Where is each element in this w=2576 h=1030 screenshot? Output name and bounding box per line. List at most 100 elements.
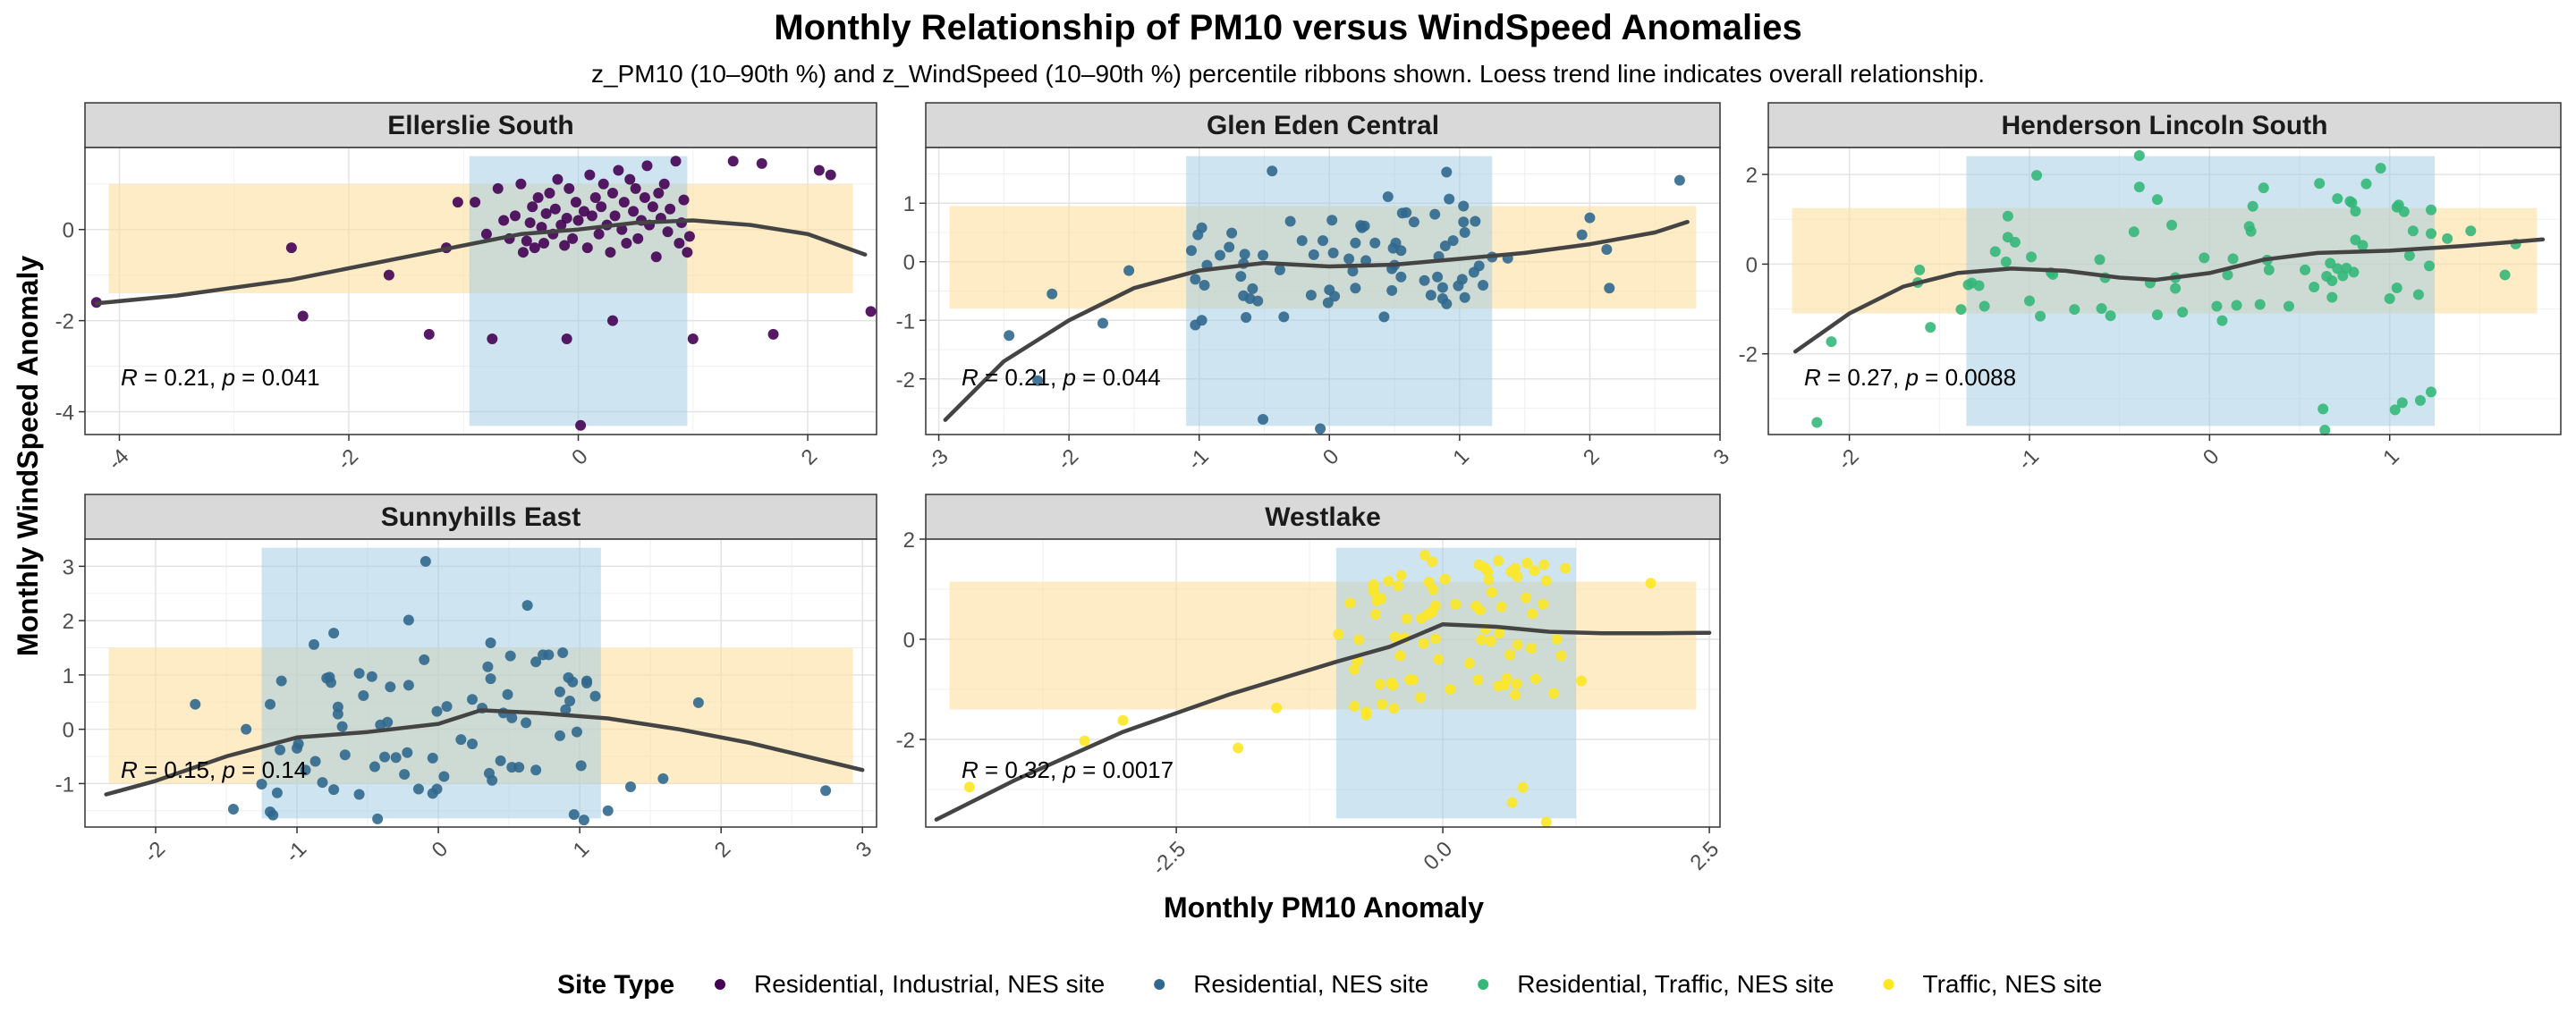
data-point <box>1190 274 1201 285</box>
data-point <box>589 192 601 204</box>
data-point <box>317 777 328 789</box>
data-point <box>1429 633 1441 645</box>
data-point <box>485 637 496 649</box>
data-point <box>630 182 641 194</box>
y-tick-label: 2 <box>903 528 915 553</box>
data-point <box>1368 578 1379 590</box>
data-point <box>1601 243 1613 255</box>
data-point <box>2465 225 2477 237</box>
data-point <box>527 201 538 213</box>
data-point <box>564 182 575 194</box>
data-point <box>2133 150 2145 162</box>
data-point <box>190 698 201 710</box>
r-symbol: R <box>1804 364 1821 391</box>
data-point <box>1476 634 1487 646</box>
data-point <box>1511 678 1522 689</box>
y-tick-label: -4 <box>55 401 74 426</box>
r-symbol: R <box>121 364 138 391</box>
data-point <box>1326 215 1338 226</box>
legend-title: Site Type <box>557 970 674 1000</box>
data-point <box>1422 609 1434 620</box>
data-point <box>1308 249 1319 260</box>
data-point <box>1473 559 1485 570</box>
data-point <box>517 247 529 258</box>
panel-border <box>84 147 877 435</box>
data-point <box>653 187 665 198</box>
data-point <box>632 232 644 244</box>
data-point <box>1482 566 1494 578</box>
data-point <box>1192 229 1204 241</box>
data-point <box>1512 639 1523 651</box>
r-value: = 0.21, <box>138 364 223 391</box>
data-point <box>2412 289 2424 300</box>
data-point <box>584 169 596 181</box>
data-point <box>2000 256 2012 267</box>
data-point <box>2222 269 2233 281</box>
data-point <box>2398 206 2410 217</box>
data-point <box>682 247 693 258</box>
data-point <box>2035 310 2046 322</box>
data-point <box>613 165 624 176</box>
data-point <box>597 178 609 190</box>
data-point <box>2407 225 2419 237</box>
data-point <box>529 242 540 254</box>
data-point <box>1258 249 1269 261</box>
data-point <box>419 654 430 665</box>
data-point <box>2151 194 2163 206</box>
legend-item: Traffic, NES site <box>1883 970 2102 998</box>
data-point <box>1436 282 1448 293</box>
data-point <box>1199 279 1210 291</box>
data-point <box>1493 680 1504 692</box>
data-point <box>1374 679 1385 690</box>
data-point <box>1540 575 1552 587</box>
data-point <box>578 206 589 217</box>
data-point <box>657 772 669 784</box>
y-tick-label: -2 <box>896 729 915 753</box>
data-point <box>1386 284 1398 296</box>
data-point <box>2170 283 2182 294</box>
x-percentile-ribbon <box>1966 156 2436 426</box>
data-point <box>492 182 504 194</box>
facet-strip <box>84 494 877 540</box>
data-point <box>1390 237 1402 249</box>
data-point <box>524 217 536 229</box>
data-point <box>419 555 431 567</box>
data-point <box>402 747 413 758</box>
y-percentile-ribbon <box>949 581 1697 710</box>
data-point <box>390 752 402 764</box>
data-point <box>506 712 518 723</box>
data-point <box>549 203 561 215</box>
correlation-annotation: R = 0.21, p = 0.041 <box>121 364 320 391</box>
data-point <box>692 697 704 708</box>
legend-item: Residential, Traffic, NES site <box>1478 970 1835 998</box>
data-point <box>1811 417 1823 428</box>
data-point <box>1436 293 1448 305</box>
data-point <box>2424 260 2436 272</box>
data-point <box>589 690 601 702</box>
data-point <box>1458 200 1470 212</box>
data-point <box>467 694 479 705</box>
data-point <box>455 734 467 746</box>
data-point <box>1388 703 1400 714</box>
data-point <box>265 698 276 710</box>
data-point <box>1973 280 1985 291</box>
data-point <box>570 197 581 208</box>
data-point <box>1349 663 1360 675</box>
data-point <box>1419 274 1430 286</box>
data-point <box>275 744 286 756</box>
data-point <box>1423 577 1435 588</box>
data-point <box>1429 600 1441 612</box>
y-tick-label: 2 <box>63 610 74 634</box>
data-point <box>674 238 685 249</box>
data-point <box>1393 580 1404 592</box>
loess-trend-line <box>943 219 1690 422</box>
data-point <box>647 201 658 213</box>
panel-border <box>925 538 1721 828</box>
data-point <box>2360 178 2372 190</box>
data-point <box>540 207 552 219</box>
data-point <box>487 774 498 786</box>
data-point <box>670 156 682 167</box>
y-axis-title: Monthly WindSpeed Anomaly <box>12 256 44 657</box>
data-point <box>2105 310 2116 322</box>
data-point <box>369 761 380 772</box>
